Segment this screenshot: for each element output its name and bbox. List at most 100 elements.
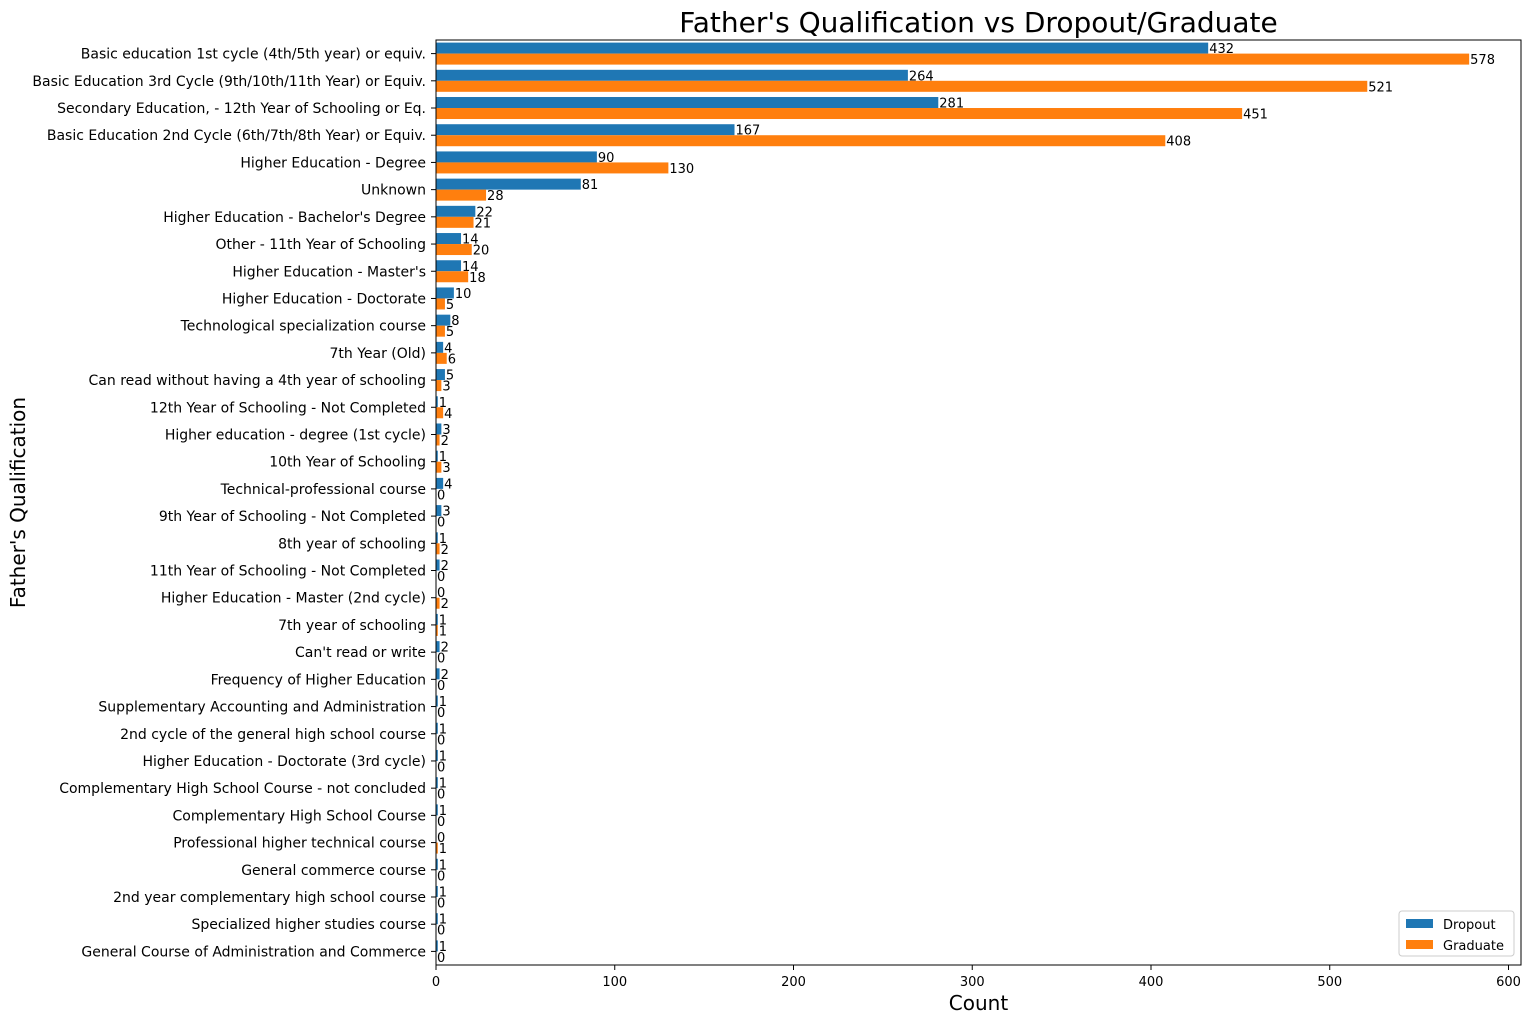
bar-dropout: [436, 722, 438, 734]
data-label-dropout: 1: [439, 913, 447, 928]
bar-dropout: [436, 205, 476, 217]
bar-graduate: [436, 53, 1470, 65]
data-label-dropout: 167: [736, 124, 761, 139]
data-label-dropout: 2: [441, 668, 449, 683]
x-tick-label: 500: [1317, 975, 1342, 990]
y-tick-label: Complementary High School Course - not c…: [59, 781, 426, 797]
bar-dropout: [436, 777, 438, 789]
x-tick-label: 600: [1496, 975, 1521, 990]
y-tick-label: Supplementary Accounting and Administrat…: [98, 700, 426, 716]
bar-dropout: [436, 613, 438, 625]
x-axis-ticks: 0 100 200 300 400 500 600: [432, 965, 1521, 990]
bar-graduate: [436, 271, 469, 283]
y-tick-label: 2nd cycle of the general high school cou…: [120, 727, 426, 743]
y-tick-label: Basic Education 3rd Cycle (9th/10th/11th…: [32, 74, 426, 90]
data-label-graduate: 0: [437, 570, 445, 585]
data-label-graduate: 0: [437, 869, 445, 884]
y-tick-label: 7th year of schooling: [278, 618, 426, 634]
bar-dropout: [436, 477, 444, 489]
bar-dropout: [436, 260, 462, 272]
y-tick-label: Higher Education - Master (2nd cycle): [161, 591, 426, 607]
y-tick-label: Technological specialization course: [180, 319, 426, 335]
y-tick-label: Professional higher technical course: [173, 836, 426, 852]
data-label-graduate: 5: [446, 298, 454, 313]
data-label-graduate: 0: [437, 896, 445, 911]
y-tick-label: Unknown: [361, 183, 426, 199]
y-tick-label: 11th Year of Schooling - Not Completed: [150, 564, 426, 580]
bar-dropout: [436, 396, 438, 408]
bar-dropout: [436, 695, 438, 707]
data-label-graduate: 18: [469, 271, 486, 286]
bar-graduate: [436, 597, 440, 609]
x-axis-label: Count: [949, 991, 1009, 1015]
bar-dropout: [436, 314, 451, 326]
data-label-graduate: 578: [1470, 53, 1495, 68]
bar-dropout: [436, 559, 440, 571]
legend-swatch-dropout: [1406, 919, 1433, 928]
legend-label-graduate: Graduate: [1443, 939, 1504, 954]
data-label-graduate: 0: [437, 706, 445, 721]
data-label-dropout: 10: [455, 287, 472, 302]
y-tick-label: 10th Year of Schooling: [269, 455, 426, 471]
data-label-dropout: 1: [439, 613, 447, 628]
data-label-dropout: 1: [439, 885, 447, 900]
bar-dropout: [436, 858, 438, 870]
y-tick-label: Higher Education - Bachelor's Degree: [163, 210, 426, 226]
data-label-dropout: 3: [442, 423, 450, 438]
bar-graduate: [436, 189, 487, 201]
bar-graduate: [436, 244, 472, 256]
y-tick-label: Higher Education - Degree: [240, 155, 426, 171]
data-label-graduate: 1: [439, 624, 447, 639]
data-label-dropout: 1: [439, 396, 447, 411]
bar-dropout: [436, 804, 438, 816]
bar-dropout: [436, 668, 440, 680]
y-tick-label: 9th Year of Schooling - Not Completed: [159, 509, 426, 525]
y-tick-label: Higher Education - Doctorate: [222, 291, 426, 307]
data-label-dropout: 90: [598, 151, 615, 166]
bar-dropout: [436, 641, 440, 653]
y-tick-label: General commerce course: [241, 863, 426, 879]
bar-dropout: [436, 885, 438, 897]
data-label-graduate: 1: [439, 842, 447, 857]
data-label-graduate: 0: [437, 516, 445, 531]
bar-graduate: [436, 298, 445, 310]
bar-graduate: [436, 461, 442, 473]
data-label-dropout: 432: [1209, 42, 1234, 57]
data-label-graduate: 20: [473, 244, 490, 259]
bar-graduate: [436, 434, 440, 446]
data-label-dropout: 5: [446, 369, 454, 384]
data-label-dropout: 1: [439, 722, 447, 737]
bar-dropout: [436, 369, 445, 381]
x-tick-label: 400: [1139, 975, 1164, 990]
data-label-dropout: 14: [462, 260, 479, 275]
y-tick-label: Can't read or write: [295, 645, 426, 661]
data-label-dropout: 2: [441, 559, 449, 574]
chart-title: Father's Qualification vs Dropout/Gradua…: [679, 6, 1278, 39]
data-label-dropout: 4: [444, 477, 452, 492]
data-label-dropout: 0: [437, 831, 445, 846]
data-label-graduate: 3: [442, 380, 450, 395]
bar-dropout: [436, 151, 597, 163]
y-tick-label: Technical-professional course: [220, 482, 426, 498]
bar-dropout: [436, 749, 438, 761]
bars-layer: [436, 42, 1470, 952]
legend-label-dropout: Dropout: [1443, 918, 1496, 933]
bar-dropout: [436, 287, 454, 299]
bar-graduate: [436, 135, 1166, 147]
data-label-graduate: 0: [437, 951, 445, 966]
y-tick-label: Basic education 1st cycle (4th/5th year)…: [81, 47, 426, 63]
data-label-graduate: 6: [448, 352, 456, 367]
data-label-graduate: 0: [437, 788, 445, 803]
y-tick-label: Higher Education - Master's: [232, 264, 426, 280]
bar-graduate: [436, 108, 1243, 120]
x-tick-label: 0: [432, 975, 440, 990]
bar-dropout: [436, 423, 442, 435]
data-label-graduate: 28: [487, 189, 504, 204]
data-label-dropout: 22: [476, 205, 493, 220]
data-label-dropout: 1: [439, 940, 447, 955]
bar-graduate: [436, 407, 444, 419]
data-label-graduate: 2: [441, 543, 449, 558]
y-tick-label: Frequency of Higher Education: [211, 672, 426, 688]
data-label-graduate: 21: [475, 216, 492, 231]
